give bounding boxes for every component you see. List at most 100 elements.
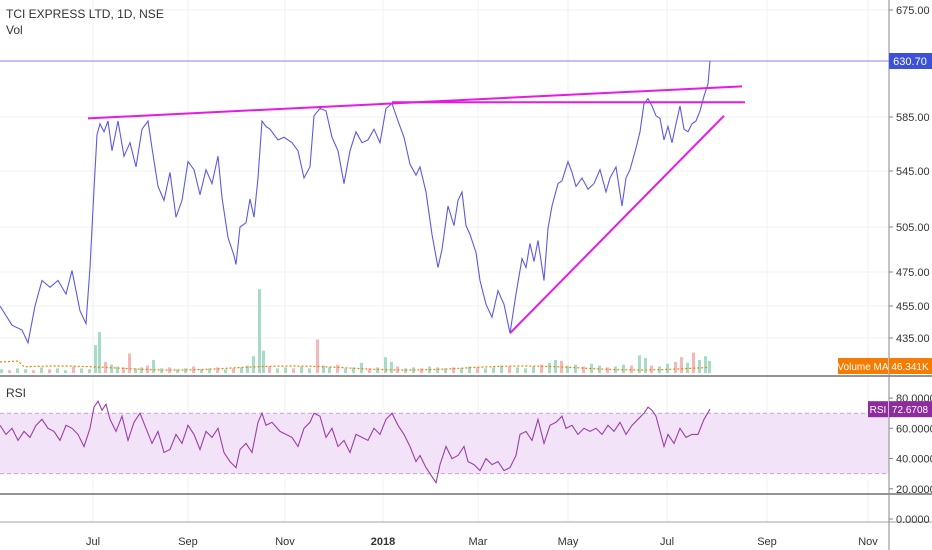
volume-bar	[452, 367, 455, 373]
volume-bar	[692, 352, 695, 373]
rsi-tick-label: 40.0000	[896, 454, 932, 466]
volume-bar	[176, 369, 179, 373]
volume-bar	[128, 353, 131, 373]
volume-ma-line	[0, 360, 709, 371]
volume-bar	[516, 367, 519, 373]
volume-bar	[344, 368, 347, 373]
volume-bar	[500, 365, 503, 373]
rsi-pane[interactable]	[0, 399, 889, 485]
volume-bar	[316, 339, 319, 373]
trendline[interactable]	[509, 115, 725, 334]
volume-bar	[614, 366, 617, 373]
volume-bar	[532, 366, 535, 373]
rsi-tick-label: 0.0000	[896, 514, 930, 526]
volume-bar	[276, 368, 279, 373]
volume-bar	[200, 369, 203, 373]
volume-bar	[246, 365, 249, 373]
volume-bar	[258, 289, 261, 373]
volume-bar	[88, 369, 91, 373]
rsi-tick-label: 20.0000	[896, 484, 932, 496]
volume-bar	[104, 361, 107, 373]
last-price-label: 630.70	[893, 56, 927, 68]
volume-bar	[540, 364, 543, 373]
volume-bar	[630, 365, 633, 373]
volume-bar	[404, 368, 407, 373]
x-tick-label: Jul	[660, 536, 674, 548]
volume-bar	[566, 365, 569, 373]
volume-bar	[64, 370, 67, 373]
last-price-badge	[889, 53, 932, 69]
grid-layer	[0, 0, 889, 522]
volume-bar	[704, 356, 707, 373]
price-pane[interactable]	[0, 60, 889, 345]
x-tick-label: Mar	[469, 536, 488, 548]
volume-bar	[548, 362, 551, 373]
volume-bar	[698, 359, 701, 373]
volume-bar	[152, 359, 155, 373]
volume-bar	[582, 366, 585, 373]
volume-bar	[292, 368, 295, 373]
volume-bar	[116, 366, 119, 373]
x-tick-label: Jul	[86, 536, 100, 548]
x-tick-label: Nov	[275, 536, 295, 548]
volume-bar	[444, 368, 447, 373]
volume-bar	[622, 364, 625, 373]
volume-bar	[606, 367, 609, 373]
volume-bar	[284, 367, 287, 373]
volume-bar	[40, 367, 43, 373]
volume-bar	[56, 368, 59, 373]
volume-bar	[8, 370, 11, 373]
y-tick-label: 505.00	[896, 222, 930, 234]
volume-ma-value: 46.341K	[891, 362, 929, 373]
y-tick-label: 585.00	[896, 112, 930, 124]
volume-bar	[484, 368, 487, 373]
volume-bar	[322, 365, 325, 373]
y-tick-label: 475.00	[896, 267, 930, 279]
volume-bar	[650, 365, 653, 373]
volume-bar	[48, 369, 51, 373]
volume-bar	[0, 369, 3, 373]
symbol-title[interactable]: TCI EXPRESS LTD, 1D, NSE	[6, 7, 164, 21]
volume-bar	[252, 356, 255, 373]
volume-bar	[216, 367, 219, 373]
volume-bar	[674, 361, 677, 373]
rsi-line[interactable]	[0, 399, 711, 485]
volume-bar	[160, 368, 163, 373]
x-tick-label: Nov	[858, 536, 878, 548]
volume-label[interactable]: Vol	[6, 23, 23, 37]
volume-bar	[598, 365, 601, 373]
volume-bar	[376, 367, 379, 373]
y-tick-label: 545.00	[896, 166, 930, 178]
y-tick-label: 455.00	[896, 301, 930, 313]
volume-bar	[336, 364, 339, 373]
volume-bar	[508, 366, 511, 373]
rsi-band	[0, 413, 889, 474]
volume-bar	[658, 366, 661, 373]
volume-bar	[638, 355, 641, 373]
rsi-value-label: 72.6708	[892, 405, 929, 416]
rsi-name-label: RSI	[870, 405, 887, 416]
volume-bar	[32, 370, 35, 373]
volume-bar	[224, 369, 227, 373]
volume-bar	[308, 368, 311, 373]
price-line[interactable]	[0, 60, 711, 345]
volume-bar	[110, 364, 113, 373]
volume-bar	[666, 363, 669, 373]
volume-bar	[184, 368, 187, 373]
chart-legend: TCI EXPRESS LTD, 1D, NSE Vol	[6, 6, 164, 38]
volume-bar	[80, 368, 83, 373]
volume-bar	[232, 368, 235, 373]
volume-bar	[492, 367, 495, 373]
volume-bar	[368, 368, 371, 373]
volume-bar	[708, 360, 711, 373]
volume-bar	[476, 367, 479, 373]
volume-bar	[590, 363, 593, 373]
rsi-value-badge	[889, 401, 932, 418]
x-tick-label: Sep	[178, 536, 198, 548]
volume-bar	[140, 367, 143, 373]
volume-bar	[262, 350, 265, 373]
volume-bar	[300, 366, 303, 373]
x-tick-label: May	[558, 536, 579, 548]
volume-bar	[420, 368, 423, 373]
